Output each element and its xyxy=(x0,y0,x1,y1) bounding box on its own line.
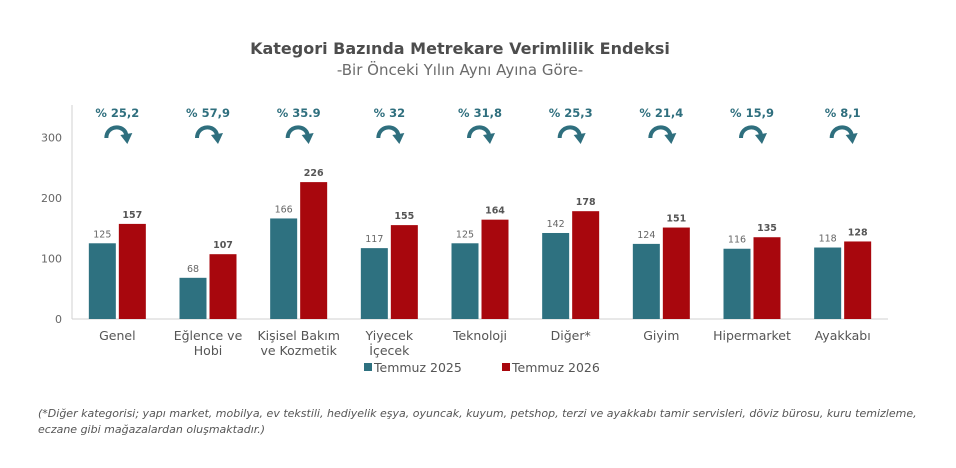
curved-arrow-icon xyxy=(376,125,401,139)
category-label: Hobi xyxy=(194,343,222,358)
data-label: 166 xyxy=(275,204,293,215)
category-label: Kişisel Bakım xyxy=(257,328,339,343)
bar-2026 xyxy=(753,237,781,319)
data-label: 124 xyxy=(637,230,655,241)
curved-arrow-icon xyxy=(648,125,673,139)
y-tick-label: 0 xyxy=(55,313,62,326)
y-tick-label: 300 xyxy=(41,131,62,144)
data-label: 118 xyxy=(819,234,837,245)
curved-arrow-icon xyxy=(104,125,129,139)
data-label: 155 xyxy=(394,211,414,222)
bar-2026 xyxy=(572,211,600,319)
bar-2025 xyxy=(542,232,570,319)
curved-arrow-icon xyxy=(285,125,310,139)
footnote: (*Diğer kategorisi; yapı market, mobilya… xyxy=(38,407,917,436)
arrow-head-icon xyxy=(301,133,314,144)
arrow-head-icon xyxy=(573,133,586,144)
arrow-head-icon xyxy=(664,133,677,144)
data-label: 125 xyxy=(93,229,111,240)
change-label: % 21,4 xyxy=(639,106,683,120)
bar-2026 xyxy=(844,241,872,319)
bar-2025 xyxy=(270,218,298,319)
change-label: % 35.9 xyxy=(277,106,321,120)
bar-2025 xyxy=(451,243,479,319)
category-label: Teknoloji xyxy=(452,328,507,343)
bar-2026 xyxy=(118,223,146,319)
data-label: 125 xyxy=(456,229,474,240)
bar-2025 xyxy=(632,243,660,319)
legend-swatch xyxy=(364,363,372,371)
curved-arrow-icon xyxy=(467,125,491,139)
arrow-head-icon xyxy=(211,133,223,144)
legend: Temmuz 2025 Temmuz 2026 xyxy=(364,360,600,375)
category-label: Giyim xyxy=(643,328,679,343)
data-label: 135 xyxy=(757,223,777,234)
bar-2026 xyxy=(390,225,418,319)
legend-label: Temmuz 2025 xyxy=(373,360,462,375)
data-label: 157 xyxy=(122,210,142,221)
category-label: İçecek xyxy=(369,343,410,358)
curved-arrow-icon xyxy=(829,125,854,139)
arrow-head-icon xyxy=(392,133,405,144)
y-tick-label: 100 xyxy=(41,252,62,265)
change-label: % 32 xyxy=(374,106,406,120)
data-label: 142 xyxy=(547,219,565,230)
change-label: % 15,9 xyxy=(730,106,774,120)
y-ticks: 0 100 200 300 xyxy=(41,131,62,326)
chart-title: Kategori Bazında Metrekare Verimlilik En… xyxy=(250,39,670,58)
data-label: 117 xyxy=(365,234,383,245)
data-label: 151 xyxy=(666,214,686,225)
category-label: Ayakkabı xyxy=(815,328,871,343)
bar-2025 xyxy=(360,248,388,319)
arrow-head-icon xyxy=(483,133,495,144)
category-label: Yiyecek xyxy=(365,328,414,343)
change-indicators: % 25,2 % 57,9 % 35.9 % 32 % 31,8 % 25,3 % 21,4… xyxy=(95,106,861,144)
curved-arrow-icon xyxy=(557,125,582,139)
data-label: 178 xyxy=(576,197,596,208)
category-label: Diğer* xyxy=(551,328,591,343)
bar-2025 xyxy=(814,247,842,319)
chart-subtitle: -Bir Önceki Yılın Aynı Ayına Göre- xyxy=(337,60,583,79)
data-label: 107 xyxy=(213,240,233,251)
bar-2026 xyxy=(300,182,328,319)
category-label: Genel xyxy=(99,328,135,343)
bar-2025 xyxy=(723,248,751,319)
bar-2025 xyxy=(88,243,116,319)
data-label: 68 xyxy=(187,264,199,275)
legend-swatch xyxy=(502,363,510,371)
bar-2026 xyxy=(209,254,237,319)
data-label: 226 xyxy=(304,168,324,179)
category-label: ve Kozmetik xyxy=(261,343,338,358)
curved-arrow-icon xyxy=(739,125,763,139)
change-label: % 57,9 xyxy=(186,106,230,120)
data-label: 164 xyxy=(485,206,505,217)
bar-2026 xyxy=(662,227,690,319)
bar-2025 xyxy=(179,277,207,319)
category-label: Eğlence ve xyxy=(174,328,243,343)
change-label: % 8,1 xyxy=(825,106,861,120)
data-labels: 125 157 68 107 166 226 117 155 125 164 142 178 124 15… xyxy=(93,168,868,275)
data-label: 116 xyxy=(728,235,746,246)
bar-2026 xyxy=(481,219,509,319)
bars xyxy=(88,182,872,319)
legend-label: Temmuz 2026 xyxy=(511,360,600,375)
change-label: % 25,3 xyxy=(549,106,593,120)
change-label: % 25,2 xyxy=(95,106,139,120)
arrow-head-icon xyxy=(120,133,133,144)
curved-arrow-icon xyxy=(195,125,219,139)
arrow-head-icon xyxy=(755,133,767,144)
change-label: % 31,8 xyxy=(458,106,502,120)
arrow-head-icon xyxy=(845,133,858,144)
y-tick-label: 200 xyxy=(41,192,62,205)
data-label: 128 xyxy=(848,227,868,238)
category-label: Hipermarket xyxy=(713,328,791,343)
